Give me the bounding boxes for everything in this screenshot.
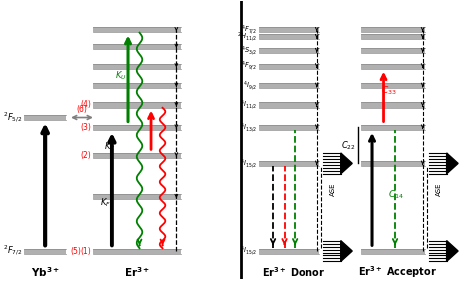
Text: $^4F_{7/2}$: $^4F_{7/2}$ xyxy=(241,23,257,36)
Text: $C_{22}$: $C_{22}$ xyxy=(341,139,356,152)
Text: $\mathbf{Er^{3+}}\ \mathbf{Acceptor}$: $\mathbf{Er^{3+}}\ \mathbf{Acceptor}$ xyxy=(358,264,437,280)
Text: $^2H_{11/2}$: $^2H_{11/2}$ xyxy=(237,30,257,43)
Text: (4): (4) xyxy=(80,100,91,109)
Text: $\mathbf{Er^{3+}}\ \mathbf{Donor}$: $\mathbf{Er^{3+}}\ \mathbf{Donor}$ xyxy=(262,265,326,279)
Polygon shape xyxy=(341,153,352,174)
Text: (1): (1) xyxy=(81,246,91,255)
Text: $^4I_{15/2}$: $^4I_{15/2}$ xyxy=(240,157,257,170)
Text: $K_C$: $K_C$ xyxy=(104,140,115,153)
Text: (2): (2) xyxy=(81,151,91,160)
Polygon shape xyxy=(447,153,458,174)
Polygon shape xyxy=(341,241,352,261)
Text: $^2F_{5/2}$: $^2F_{5/2}$ xyxy=(2,111,22,125)
Text: $K_F$: $K_F$ xyxy=(100,197,110,209)
Text: $C_{33}$: $C_{33}$ xyxy=(381,85,397,97)
Text: $C_{14}$: $C_{14}$ xyxy=(388,188,404,201)
Text: $^4F_{9/2}$: $^4F_{9/2}$ xyxy=(241,60,257,72)
Text: ASE: ASE xyxy=(436,182,442,196)
Text: $^4I_{13/2}$: $^4I_{13/2}$ xyxy=(240,121,257,134)
Text: $\mathbf{Er^{3+}}$: $\mathbf{Er^{3+}}$ xyxy=(124,265,150,279)
Text: $^4I_{15/2}$: $^4I_{15/2}$ xyxy=(240,244,257,257)
Text: $^4I_{9/2}$: $^4I_{9/2}$ xyxy=(243,79,257,92)
Text: (3): (3) xyxy=(80,123,91,132)
Text: $\mathbf{Yb^{3+}}$: $\mathbf{Yb^{3+}}$ xyxy=(31,265,60,279)
Text: $^2F_{7/2}$: $^2F_{7/2}$ xyxy=(2,244,22,258)
Text: ASE: ASE xyxy=(330,182,336,196)
Text: $^4S_{3/2}$: $^4S_{3/2}$ xyxy=(241,44,257,57)
Text: (5): (5) xyxy=(71,246,82,255)
Polygon shape xyxy=(447,241,458,261)
Text: $^4I_{11/2}$: $^4I_{11/2}$ xyxy=(240,99,257,111)
Text: (6): (6) xyxy=(76,105,87,114)
Text: $K_U$: $K_U$ xyxy=(115,70,127,82)
